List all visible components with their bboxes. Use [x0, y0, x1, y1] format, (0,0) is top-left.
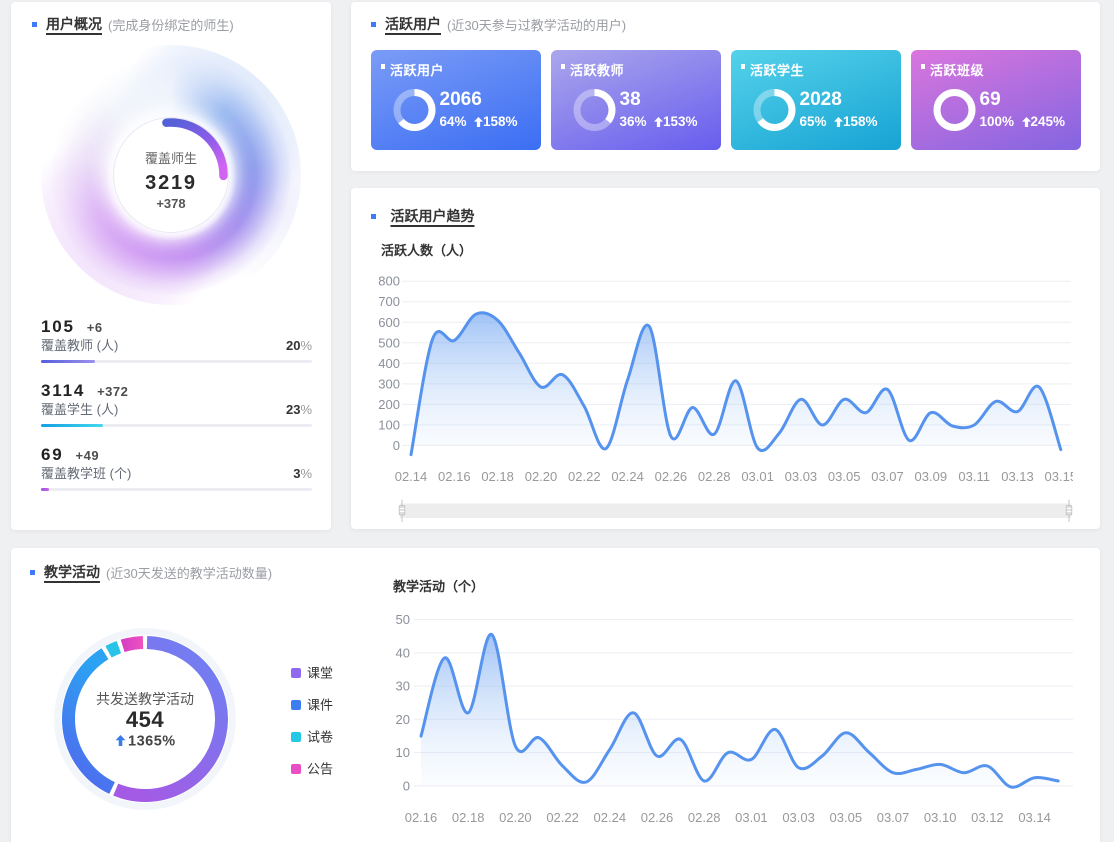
svg-text:03.01: 03.01 [735, 810, 768, 825]
svg-text:02.18: 02.18 [452, 810, 485, 825]
svg-text:02.18: 02.18 [481, 469, 514, 484]
svg-text:03.13: 03.13 [1001, 469, 1034, 484]
svg-text:40: 40 [396, 645, 410, 660]
svg-text:03.11: 03.11 [958, 469, 990, 484]
svg-text:02.20: 02.20 [499, 810, 532, 825]
svg-text:400: 400 [378, 356, 400, 371]
svg-text:试卷: 试卷 [307, 730, 333, 745]
svg-text:20: 20 [396, 712, 410, 727]
svg-text:800: 800 [378, 274, 400, 289]
svg-text:30: 30 [396, 679, 410, 694]
svg-text:课件: 课件 [307, 698, 333, 713]
svg-text:02.22: 02.22 [568, 469, 601, 484]
svg-text:02.16: 02.16 [438, 469, 471, 484]
svg-text:02.24: 02.24 [611, 469, 644, 484]
svg-text:02.14: 02.14 [395, 469, 428, 484]
svg-text:500: 500 [378, 335, 400, 350]
svg-text:02.20: 02.20 [525, 469, 558, 484]
svg-text:454: 454 [126, 707, 164, 732]
svg-text:03.10: 03.10 [924, 810, 957, 825]
svg-text:公告: 公告 [307, 762, 333, 777]
svg-text:03.14: 03.14 [1018, 810, 1051, 825]
svg-text:共发送教学活动: 共发送教学活动 [96, 691, 194, 707]
svg-text:200: 200 [378, 397, 400, 412]
svg-text:50: 50 [396, 612, 410, 627]
svg-text:10: 10 [396, 745, 410, 760]
svg-text:03.15: 03.15 [1045, 469, 1073, 484]
svg-text:03.12: 03.12 [971, 810, 1004, 825]
svg-text:03.07: 03.07 [877, 810, 910, 825]
svg-text:02.24: 02.24 [594, 810, 627, 825]
svg-text:03.07: 03.07 [871, 469, 904, 484]
svg-text:02.28: 02.28 [698, 469, 731, 484]
svg-text:0: 0 [393, 438, 400, 453]
svg-text:教学活动（个）: 教学活动（个） [392, 579, 484, 594]
svg-text:03.05: 03.05 [828, 469, 861, 484]
svg-text:02.28: 02.28 [688, 810, 721, 825]
svg-text:02.26: 02.26 [655, 469, 688, 484]
svg-text:课堂: 课堂 [307, 666, 333, 681]
svg-text:02.26: 02.26 [641, 810, 674, 825]
svg-text:02.16: 02.16 [405, 810, 438, 825]
svg-text:03.09: 03.09 [915, 469, 948, 484]
svg-text:02.22: 02.22 [546, 810, 579, 825]
svg-text:1365%: 1365% [128, 734, 176, 750]
svg-text:300: 300 [378, 376, 400, 391]
svg-text:100: 100 [378, 417, 400, 432]
svg-text:03.03: 03.03 [782, 810, 815, 825]
svg-text:600: 600 [378, 315, 400, 330]
svg-text:03.03: 03.03 [785, 469, 818, 484]
svg-text:03.05: 03.05 [830, 810, 863, 825]
svg-text:0: 0 [403, 778, 410, 793]
svg-text:700: 700 [378, 294, 400, 309]
svg-text:03.01: 03.01 [741, 469, 774, 484]
